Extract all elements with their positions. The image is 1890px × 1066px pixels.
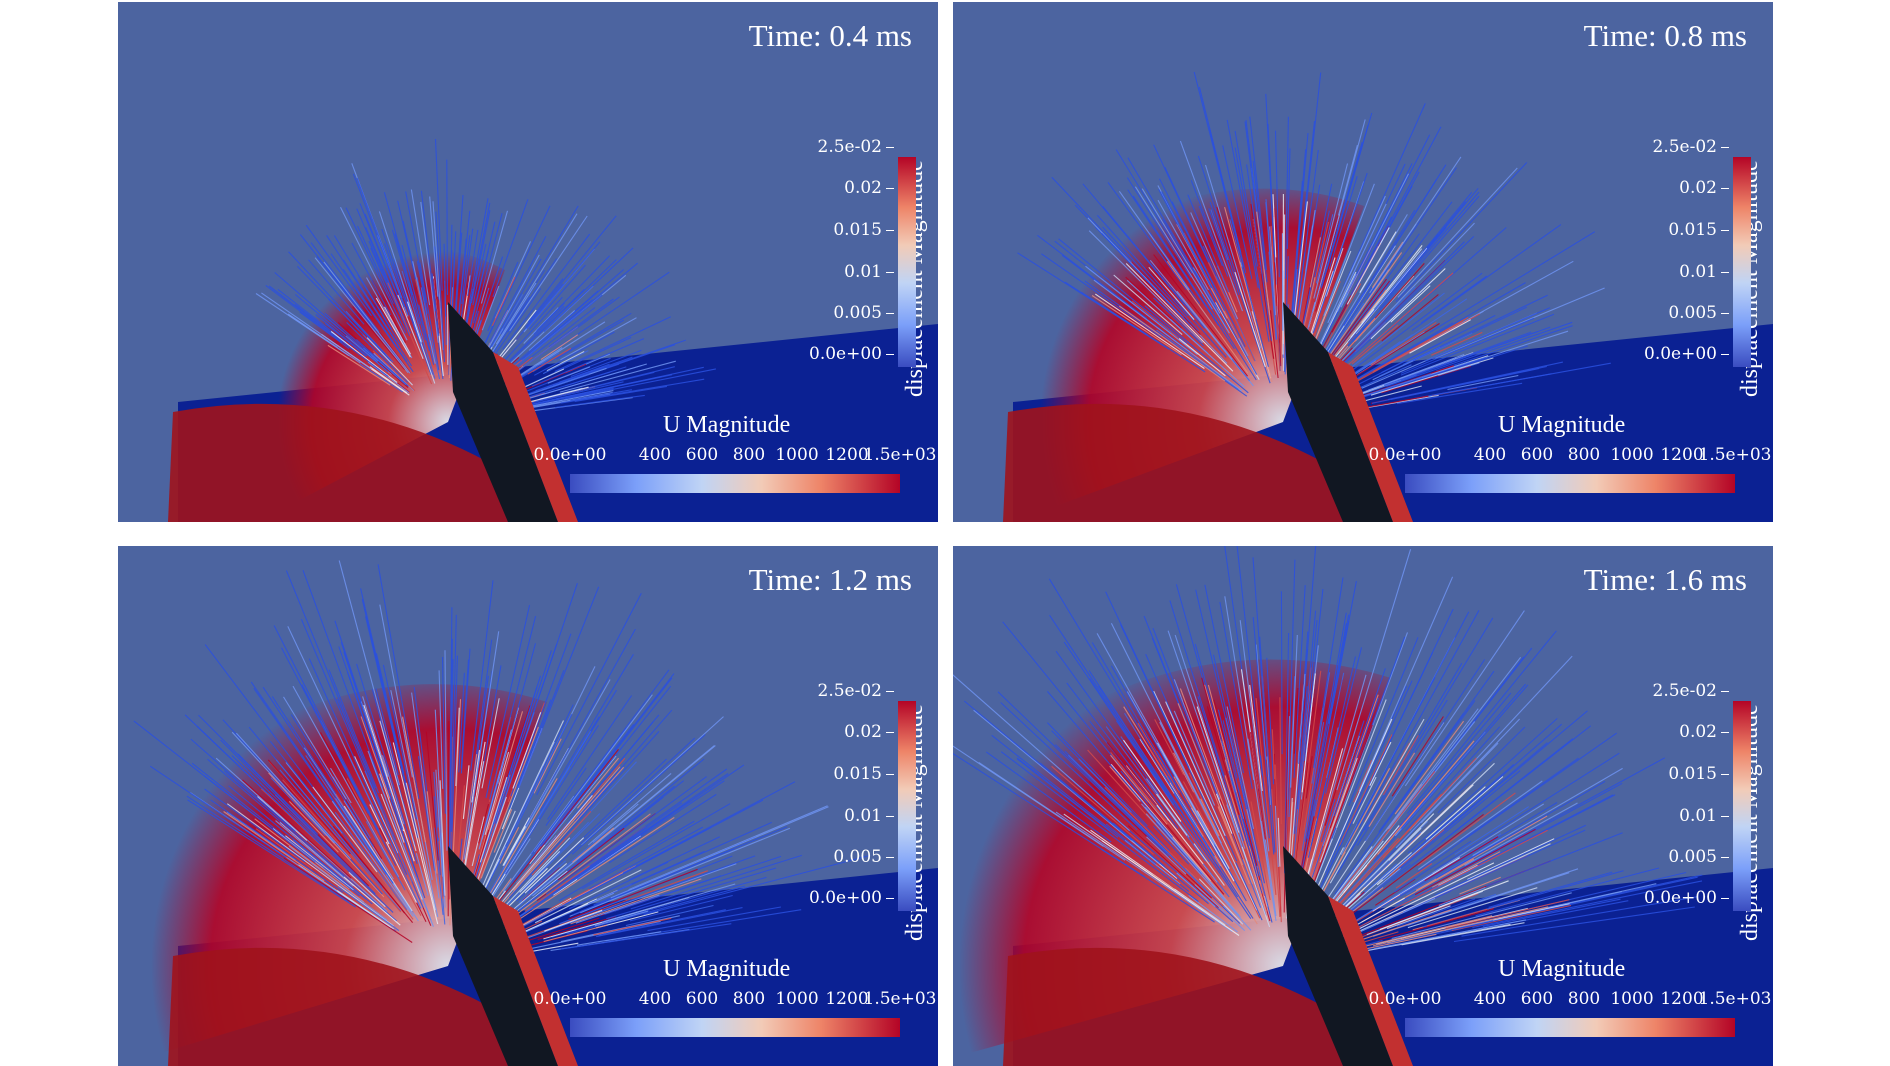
simulation-panel: Time: 0.8 msdisplacement Magnitude2.5e-0… bbox=[953, 2, 1773, 522]
velocity-legend-tick: 600 bbox=[686, 445, 718, 465]
displacement-legend-tick: 0.005 bbox=[833, 847, 882, 867]
velocity-legend-tick: 0.0e+00 bbox=[1369, 989, 1442, 1009]
displacement-legend-tick: 0.015 bbox=[833, 764, 882, 784]
velocity-legend-title: U Magnitude bbox=[663, 956, 790, 983]
velocity-legend-tick: 1200 bbox=[825, 989, 868, 1009]
displacement-legend-tick: 0.01 bbox=[1679, 262, 1717, 282]
displacement-legend-tick: 0.02 bbox=[1679, 178, 1717, 198]
velocity-legend-tick: 400 bbox=[639, 989, 671, 1009]
displacement-legend-tick: 0.02 bbox=[1679, 722, 1717, 742]
time-label: Time: 1.6 ms bbox=[1584, 562, 1747, 598]
displacement-legend-tick: 0.015 bbox=[1668, 764, 1717, 784]
velocity-legend-tick: 800 bbox=[1568, 445, 1600, 465]
velocity-legend-tick: 0.0e+00 bbox=[534, 989, 607, 1009]
velocity-legend-tick: 1000 bbox=[775, 445, 818, 465]
displacement-legend-tick: 2.5e-02 bbox=[1653, 681, 1717, 701]
displacement-legend-tick: 0.02 bbox=[844, 722, 882, 742]
displacement-colorbar bbox=[898, 157, 916, 367]
displacement-legend-tick: 2.5e-02 bbox=[1653, 137, 1717, 157]
velocity-colorbar bbox=[1405, 1018, 1735, 1037]
velocity-colorbar bbox=[570, 474, 900, 493]
velocity-legend-tick: 0.0e+00 bbox=[534, 445, 607, 465]
velocity-colorbar bbox=[570, 1018, 900, 1037]
velocity-legend-tick: 1000 bbox=[1610, 445, 1653, 465]
simulation-render bbox=[118, 2, 938, 522]
velocity-legend-tick: 400 bbox=[1474, 445, 1506, 465]
velocity-legend-tick: 600 bbox=[1521, 989, 1553, 1009]
displacement-legend-tick: 0.015 bbox=[833, 220, 882, 240]
velocity-legend-tick: 800 bbox=[733, 989, 765, 1009]
velocity-legend-tick: 1200 bbox=[825, 445, 868, 465]
velocity-legend-tick: 1.5e+03 bbox=[1699, 989, 1772, 1009]
velocity-legend-title: U Magnitude bbox=[1498, 412, 1625, 439]
velocity-legend-tick: 600 bbox=[1521, 445, 1553, 465]
displacement-legend-tick: 0.005 bbox=[1668, 847, 1717, 867]
time-label: Time: 1.2 ms bbox=[749, 562, 912, 598]
simulation-panel: Time: 1.2 msdisplacement Magnitude2.5e-0… bbox=[118, 546, 938, 1066]
simulation-render bbox=[953, 546, 1773, 1066]
velocity-legend-tick: 0.0e+00 bbox=[1369, 445, 1442, 465]
velocity-colorbar bbox=[1405, 474, 1735, 493]
displacement-legend-tick: 0.0e+00 bbox=[1644, 344, 1717, 364]
displacement-legend-tick: 0.01 bbox=[844, 806, 882, 826]
displacement-colorbar bbox=[1733, 157, 1751, 367]
velocity-legend-tick: 800 bbox=[1568, 989, 1600, 1009]
displacement-legend-tick: 0.0e+00 bbox=[809, 344, 882, 364]
displacement-legend-tick: 0.005 bbox=[833, 303, 882, 323]
simulation-render bbox=[118, 546, 938, 1066]
displacement-legend-tick: 0.015 bbox=[1668, 220, 1717, 240]
displacement-legend-tick: 0.01 bbox=[844, 262, 882, 282]
time-label: Time: 0.8 ms bbox=[1584, 18, 1747, 54]
velocity-legend-title: U Magnitude bbox=[663, 412, 790, 439]
velocity-legend-tick: 1200 bbox=[1660, 989, 1703, 1009]
velocity-legend-tick: 800 bbox=[733, 445, 765, 465]
velocity-legend-tick: 1200 bbox=[1660, 445, 1703, 465]
simulation-render bbox=[953, 2, 1773, 522]
displacement-legend-tick: 0.005 bbox=[1668, 303, 1717, 323]
time-label: Time: 0.4 ms bbox=[749, 18, 912, 54]
displacement-legend-tick: 2.5e-02 bbox=[818, 681, 882, 701]
velocity-legend-tick: 400 bbox=[639, 445, 671, 465]
simulation-panel: Time: 0.4 msdisplacement Magnitude2.5e-0… bbox=[118, 2, 938, 522]
velocity-legend-tick: 1.5e+03 bbox=[864, 989, 937, 1009]
velocity-legend-tick: 400 bbox=[1474, 989, 1506, 1009]
velocity-legend-tick: 1000 bbox=[1610, 989, 1653, 1009]
velocity-legend-tick: 600 bbox=[686, 989, 718, 1009]
simulation-panel: Time: 1.6 msdisplacement Magnitude2.5e-0… bbox=[953, 546, 1773, 1066]
displacement-colorbar bbox=[898, 701, 916, 911]
velocity-legend-tick: 1000 bbox=[775, 989, 818, 1009]
displacement-legend-tick: 2.5e-02 bbox=[818, 137, 882, 157]
velocity-legend-title: U Magnitude bbox=[1498, 956, 1625, 983]
displacement-legend-tick: 0.02 bbox=[844, 178, 882, 198]
displacement-legend-tick: 0.0e+00 bbox=[809, 888, 882, 908]
displacement-legend-tick: 0.01 bbox=[1679, 806, 1717, 826]
displacement-legend-tick: 0.0e+00 bbox=[1644, 888, 1717, 908]
velocity-legend-tick: 1.5e+03 bbox=[1699, 445, 1772, 465]
velocity-legend-tick: 1.5e+03 bbox=[864, 445, 937, 465]
displacement-colorbar bbox=[1733, 701, 1751, 911]
